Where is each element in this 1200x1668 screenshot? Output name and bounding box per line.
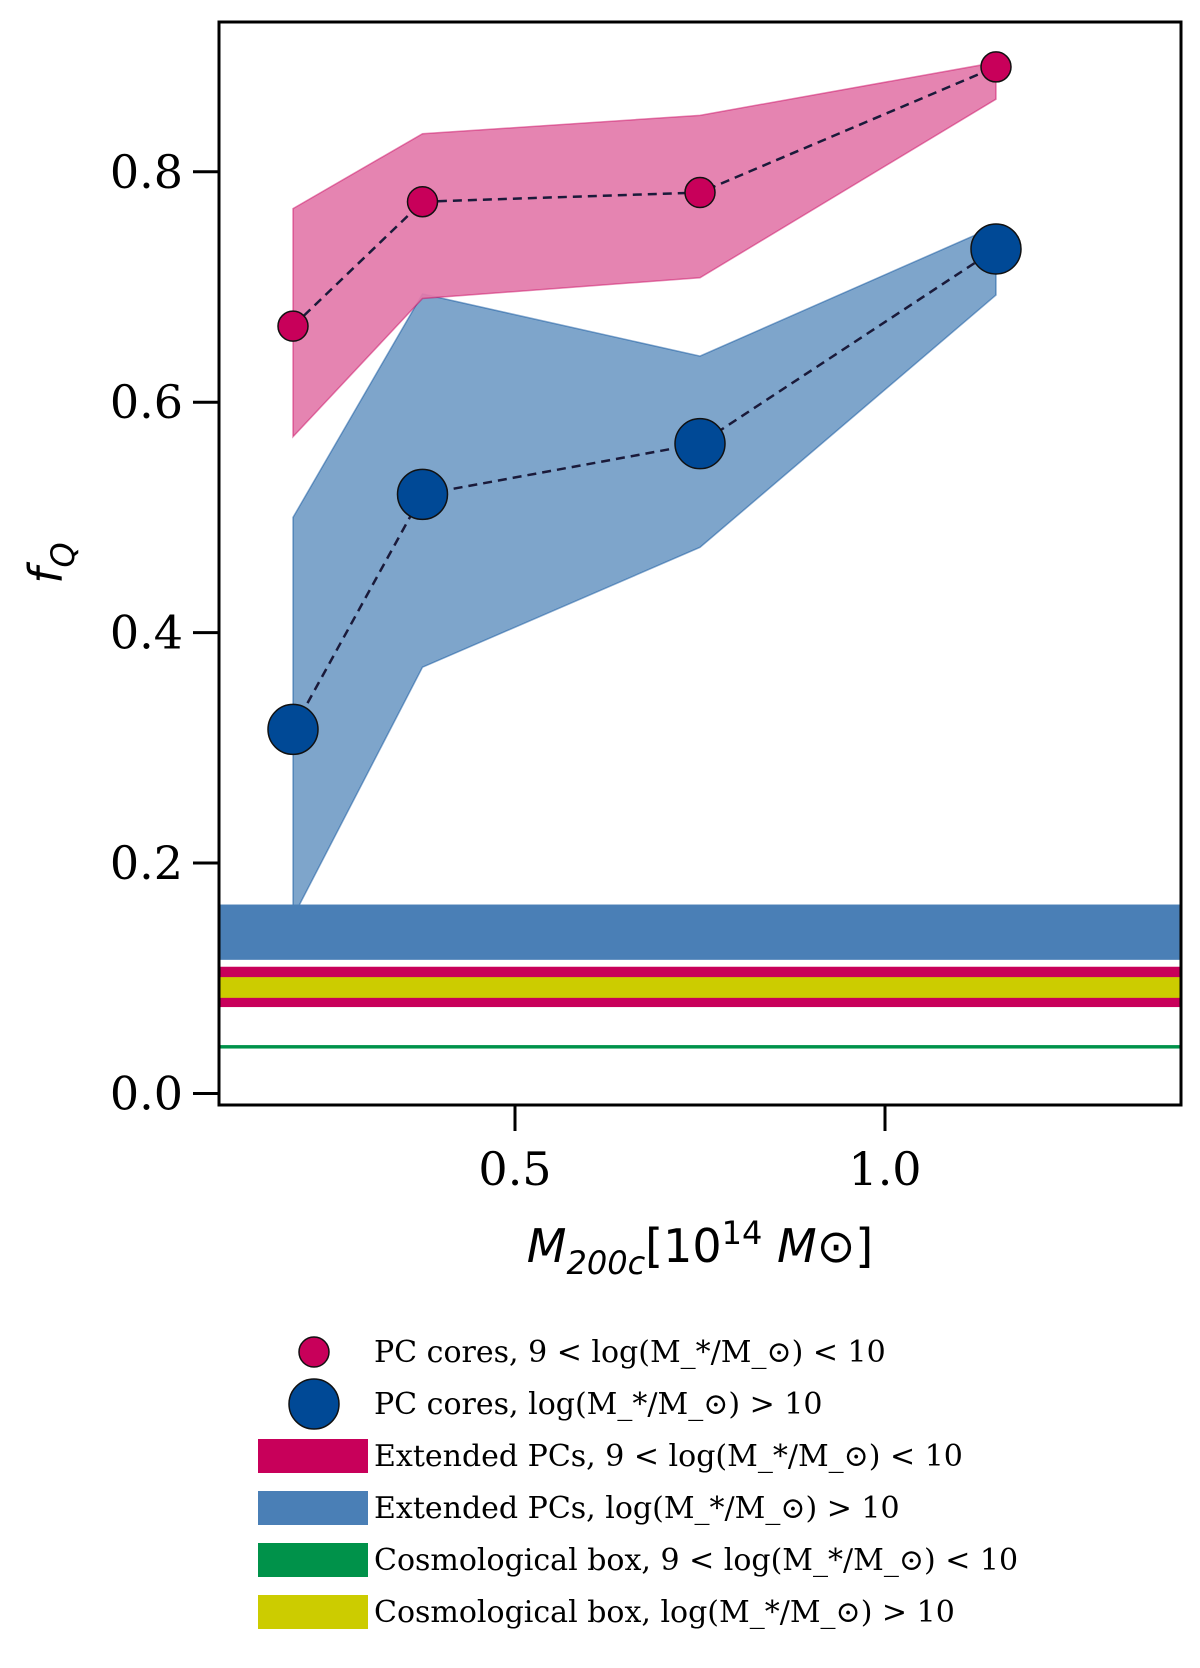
legend-label: Extended PCs, log(M_*/M_⊙) > 10 <box>374 1491 900 1526</box>
legend-marker-large <box>288 1378 340 1430</box>
y-tick-label: 0.8 <box>110 145 183 199</box>
bands-layer <box>292 61 997 918</box>
hband-extended-pcs-log-m-m-10 <box>219 904 1181 960</box>
legend-label: PC cores, 9 < log(M_*/M_⊙) < 10 <box>374 1335 886 1370</box>
y-tick-label: 0.2 <box>110 836 183 890</box>
y-axis-label: fQ <box>19 542 82 583</box>
point-series-2 <box>396 468 449 521</box>
band-series-2 <box>292 224 997 918</box>
point-series-1 <box>684 176 716 209</box>
y-tick-label: 0.6 <box>110 375 183 429</box>
y-tick-label: 0.0 <box>110 1066 183 1120</box>
hband-cosmological-box-9-log-m-m-10 <box>219 1045 1181 1049</box>
x-axis-label: M200c[1014 M⊙] <box>527 1214 873 1282</box>
points-layer <box>267 51 1022 756</box>
series-lines-layer <box>291 65 997 731</box>
legend-swatch <box>258 1491 368 1525</box>
legend-label: Cosmological box, 9 < log(M_*/M_⊙) < 10 <box>374 1543 1018 1578</box>
point-series-2 <box>267 703 319 756</box>
hband-cosmological-box-log-m-m-10 <box>219 977 1181 998</box>
legend-swatch <box>258 1439 368 1473</box>
point-series-1 <box>980 51 1012 83</box>
point-series-2 <box>970 223 1022 275</box>
legend-label: Extended PCs, 9 < log(M_*/M_⊙) < 10 <box>374 1439 963 1474</box>
legend-label: Cosmological box, log(M_*/M_⊙) > 10 <box>374 1595 955 1630</box>
plot-frame <box>217 20 1183 1107</box>
band-series-1 <box>292 61 997 439</box>
x-tick-label: 0.5 <box>478 1142 551 1196</box>
legend-swatch <box>258 1543 368 1577</box>
horizontal-bands-layer <box>219 904 1181 1049</box>
y-tick-label: 0.4 <box>110 606 183 660</box>
y-axis: 0.0 0.2 0.4 0.6 0.8 <box>110 145 219 1120</box>
x-axis: 0.5 1.0 <box>478 1105 922 1196</box>
point-series-1 <box>406 185 439 218</box>
line-series-2 <box>291 247 997 731</box>
line-series-1 <box>292 65 997 328</box>
legend-swatch <box>258 1595 368 1629</box>
x-tick-label: 1.0 <box>848 1142 921 1196</box>
legend-marker-small <box>298 1336 330 1368</box>
legend-label: PC cores, log(M_*/M_⊙) > 10 <box>374 1387 822 1422</box>
legend: PC cores, 9 < log(M_*/M_⊙) < 10 PC cores,… <box>258 1335 1018 1630</box>
point-series-2 <box>674 417 726 470</box>
point-series-1 <box>277 310 309 342</box>
